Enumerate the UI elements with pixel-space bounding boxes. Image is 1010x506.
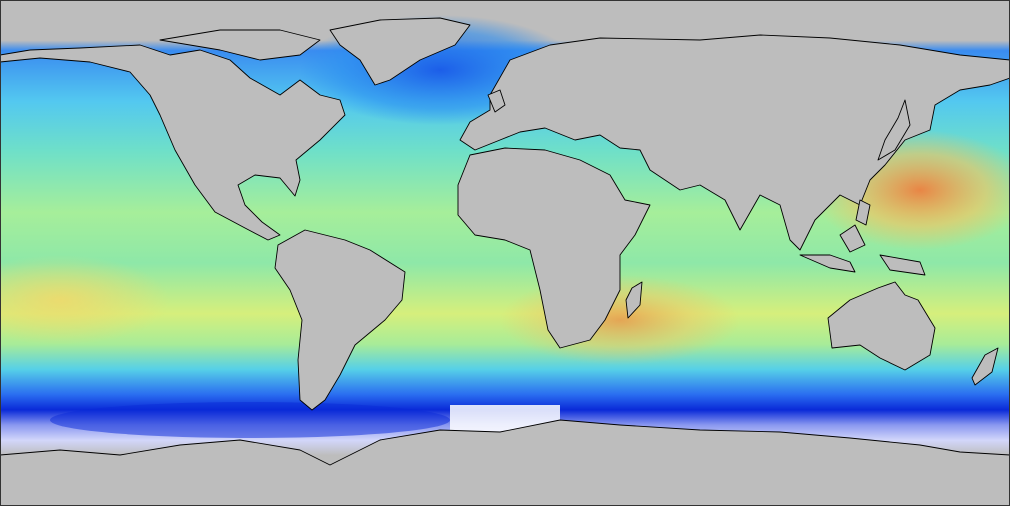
- cold-band: [50, 402, 450, 438]
- madagascar: [625, 281, 643, 319]
- south-america: [274, 229, 406, 411]
- africa: [457, 147, 651, 349]
- greenland: [329, 17, 471, 86]
- new-zealand: [971, 347, 999, 386]
- antarctica: [0, 419, 1010, 506]
- japan: [877, 99, 911, 161]
- land: [0, 17, 1010, 506]
- australia: [827, 281, 936, 371]
- archipelago: [799, 199, 926, 276]
- british-isles: [487, 89, 506, 113]
- north-america: [0, 44, 346, 241]
- warm-pool: [0, 255, 170, 345]
- eurasia: [459, 34, 1010, 251]
- arctic-islands: [159, 29, 321, 61]
